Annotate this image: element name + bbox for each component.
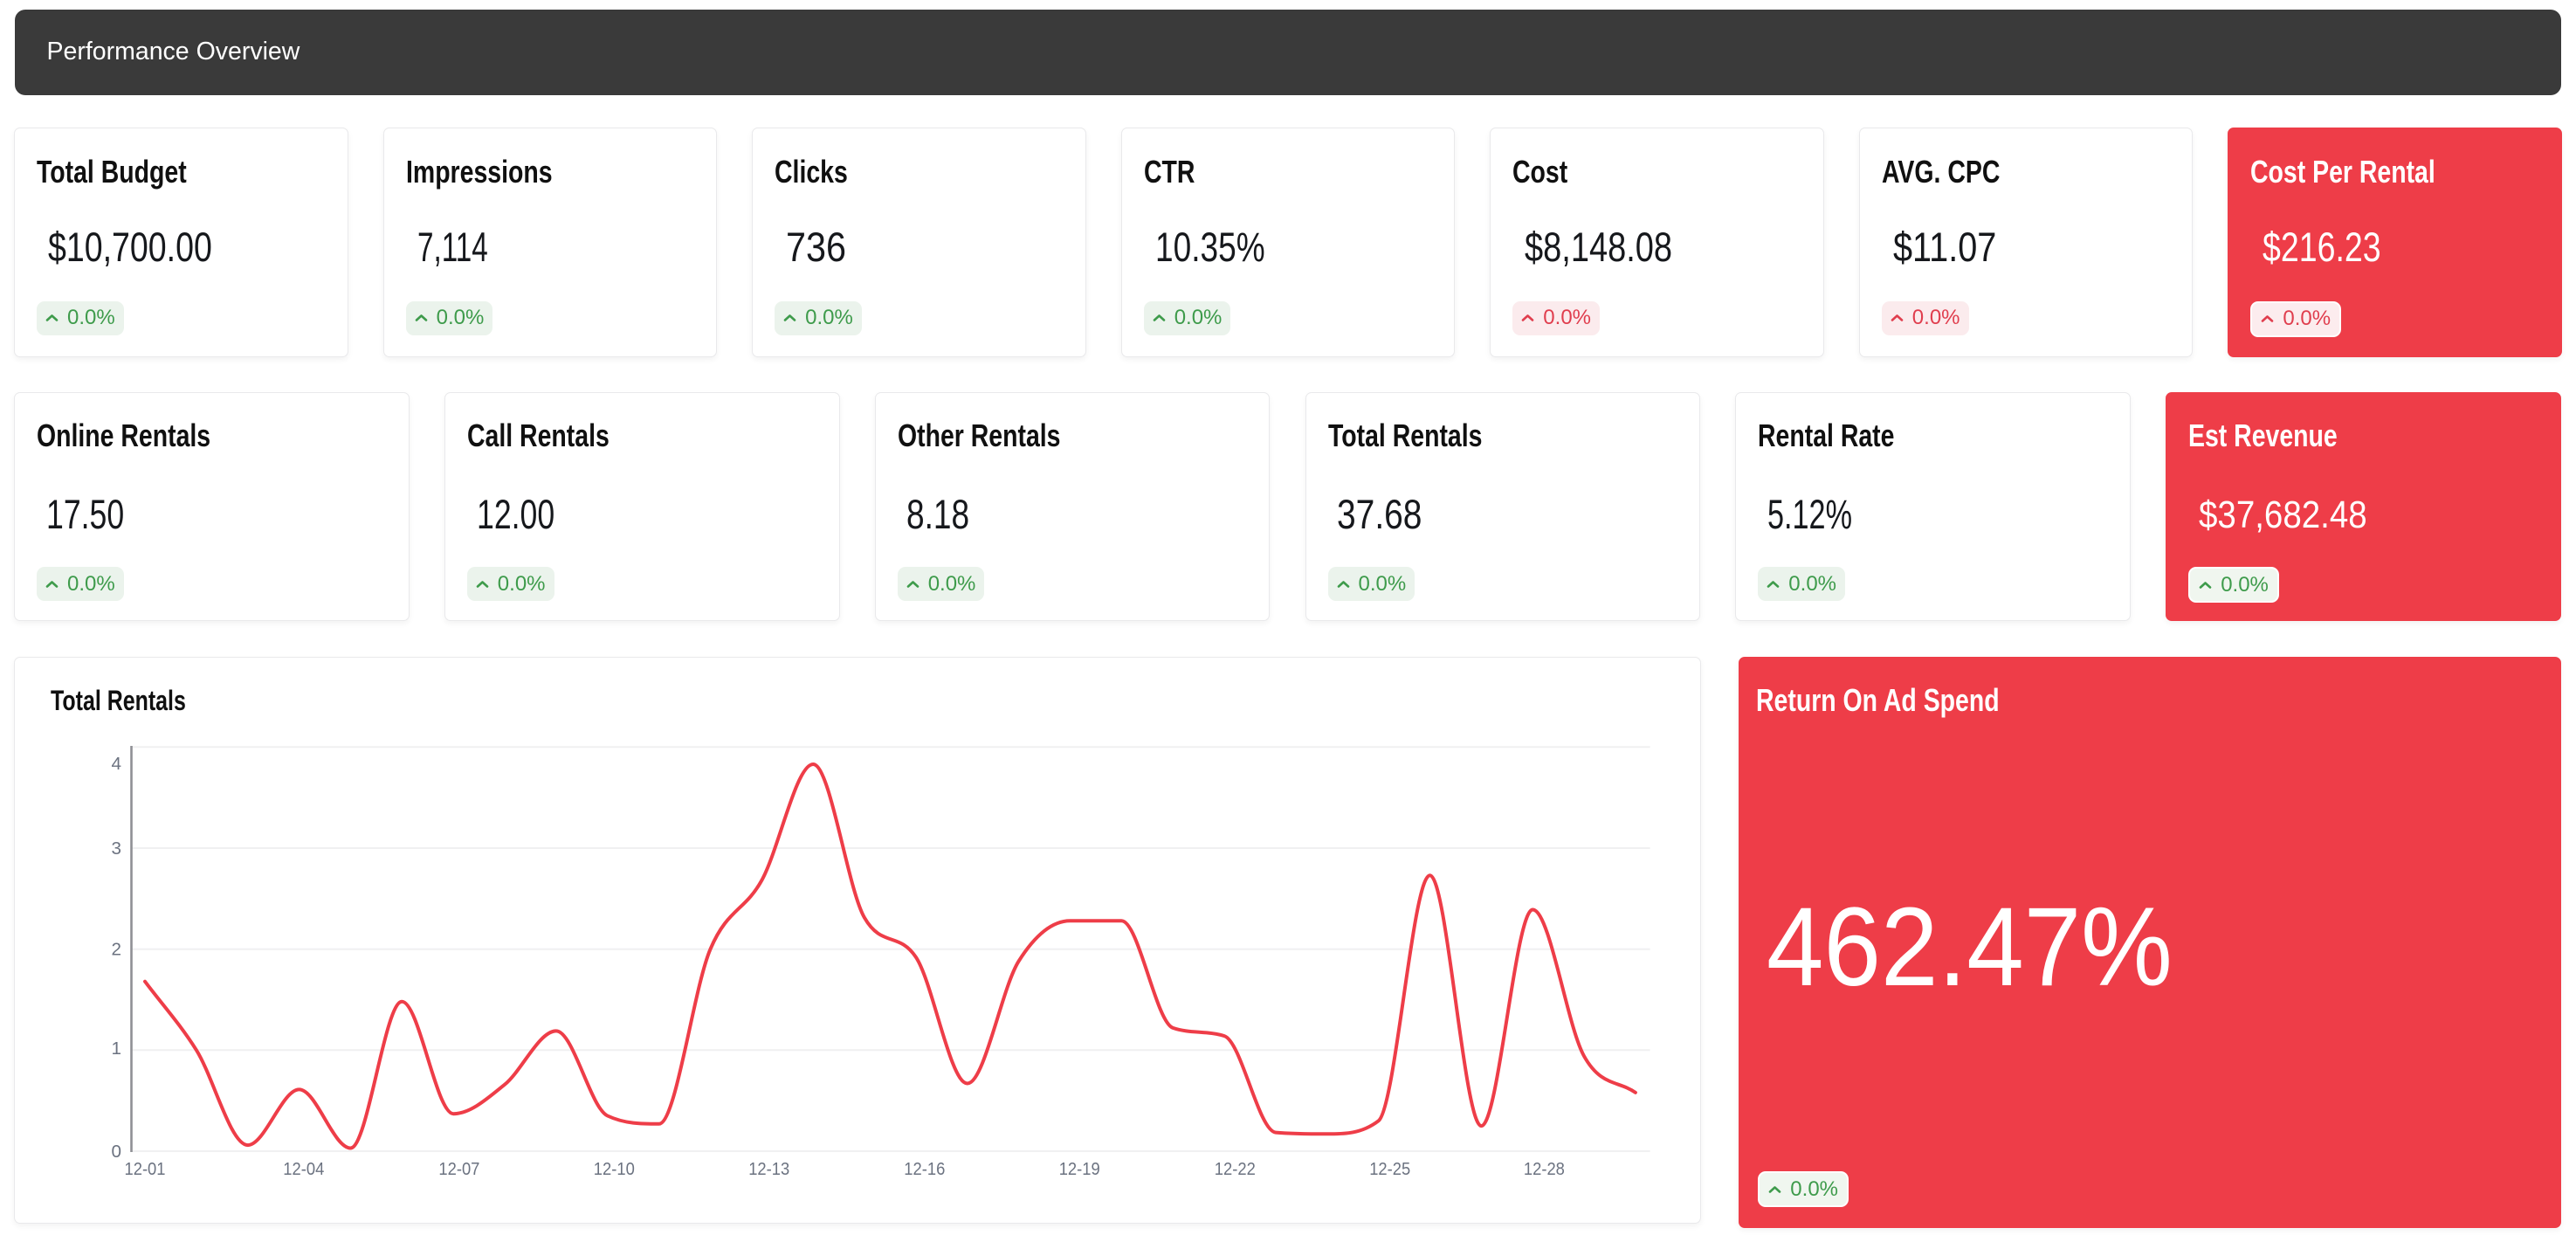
svg-text:12-01: 12-01 — [125, 1159, 166, 1179]
svg-text:12-04: 12-04 — [283, 1159, 324, 1179]
svg-text:12-13: 12-13 — [748, 1159, 789, 1179]
svg-text:12-28: 12-28 — [1524, 1159, 1565, 1179]
svg-text:12-10: 12-10 — [594, 1159, 635, 1179]
svg-text:4: 4 — [112, 754, 122, 774]
svg-text:12-16: 12-16 — [904, 1159, 945, 1179]
svg-text:0: 0 — [112, 1142, 122, 1162]
svg-text:12-25: 12-25 — [1369, 1159, 1410, 1179]
svg-text:3: 3 — [112, 838, 122, 859]
svg-text:12-19: 12-19 — [1059, 1159, 1100, 1179]
svg-text:12-07: 12-07 — [438, 1159, 479, 1179]
svg-text:2: 2 — [112, 939, 122, 959]
svg-text:1: 1 — [112, 1038, 122, 1059]
svg-text:12-22: 12-22 — [1215, 1159, 1256, 1179]
